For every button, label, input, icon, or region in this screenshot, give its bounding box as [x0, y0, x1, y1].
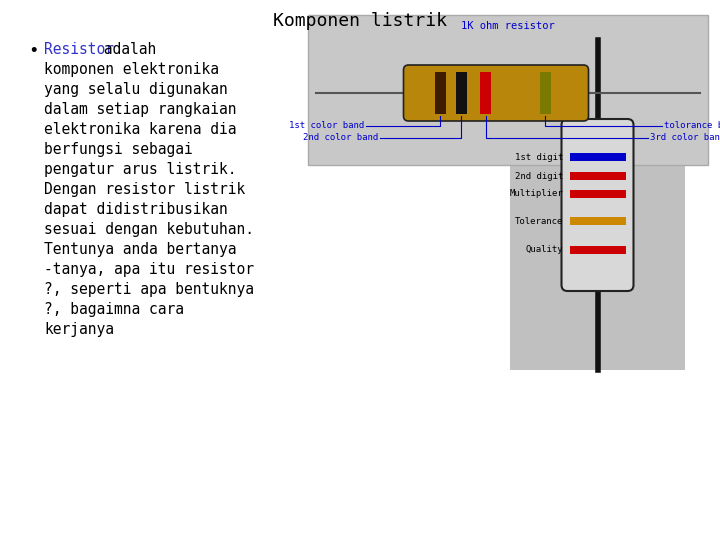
Bar: [308, 15, 708, 165]
Text: sesuai dengan kebutuhan.: sesuai dengan kebutuhan.: [44, 222, 254, 237]
Text: the            .com: the .com: [415, 84, 557, 102]
Text: adalah: adalah: [94, 42, 156, 57]
Text: -tanya, apa itu resistor: -tanya, apa itu resistor: [44, 262, 254, 277]
FancyBboxPatch shape: [403, 65, 588, 121]
Bar: [480, 72, 491, 114]
Text: kerjanya: kerjanya: [44, 322, 114, 337]
Text: elektronika karena dia: elektronika karena dia: [44, 122, 236, 137]
Text: dapat didistribusikan: dapat didistribusikan: [44, 202, 228, 217]
Bar: [434, 72, 446, 114]
Text: pengatur arus listrik.: pengatur arus listrik.: [44, 162, 236, 177]
Bar: [570, 217, 626, 225]
Text: Resistor: Resistor: [44, 42, 114, 57]
Text: 1st digit: 1st digit: [515, 152, 564, 161]
Bar: [539, 72, 551, 114]
Text: 2nd color band: 2nd color band: [302, 133, 378, 143]
Text: komponen elektronika: komponen elektronika: [44, 62, 219, 77]
Text: 1K ohm resistor: 1K ohm resistor: [461, 21, 555, 31]
Text: yang selalu digunakan: yang selalu digunakan: [44, 82, 228, 97]
Bar: [456, 72, 467, 114]
Bar: [570, 190, 626, 198]
Bar: [570, 246, 626, 254]
Text: •: •: [28, 42, 38, 60]
FancyBboxPatch shape: [562, 119, 634, 291]
Text: Multiplier: Multiplier: [510, 190, 564, 198]
Bar: [570, 153, 626, 161]
Text: Tentunya anda bertanya: Tentunya anda bertanya: [44, 242, 236, 257]
Bar: [510, 40, 685, 370]
Text: ?, bagaimna cara: ?, bagaimna cara: [44, 302, 184, 317]
Text: dalam setiap rangkaian: dalam setiap rangkaian: [44, 102, 236, 117]
Text: berfungsi sebagai: berfungsi sebagai: [44, 142, 193, 157]
Text: tolorance band: tolorance band: [664, 122, 720, 131]
Bar: [570, 172, 626, 180]
Text: Quality: Quality: [526, 245, 564, 254]
Text: Komponen listrik: Komponen listrik: [273, 12, 447, 30]
Text: 3rd color band: 3rd color band: [650, 133, 720, 143]
Text: Dengan resistor listrik: Dengan resistor listrik: [44, 182, 246, 197]
Text: 2nd digit: 2nd digit: [515, 172, 564, 181]
Text: ?, seperti apa bentuknya: ?, seperti apa bentuknya: [44, 282, 254, 297]
Text: Tolerance: Tolerance: [515, 217, 564, 226]
Text: 1st color band: 1st color band: [289, 122, 364, 131]
